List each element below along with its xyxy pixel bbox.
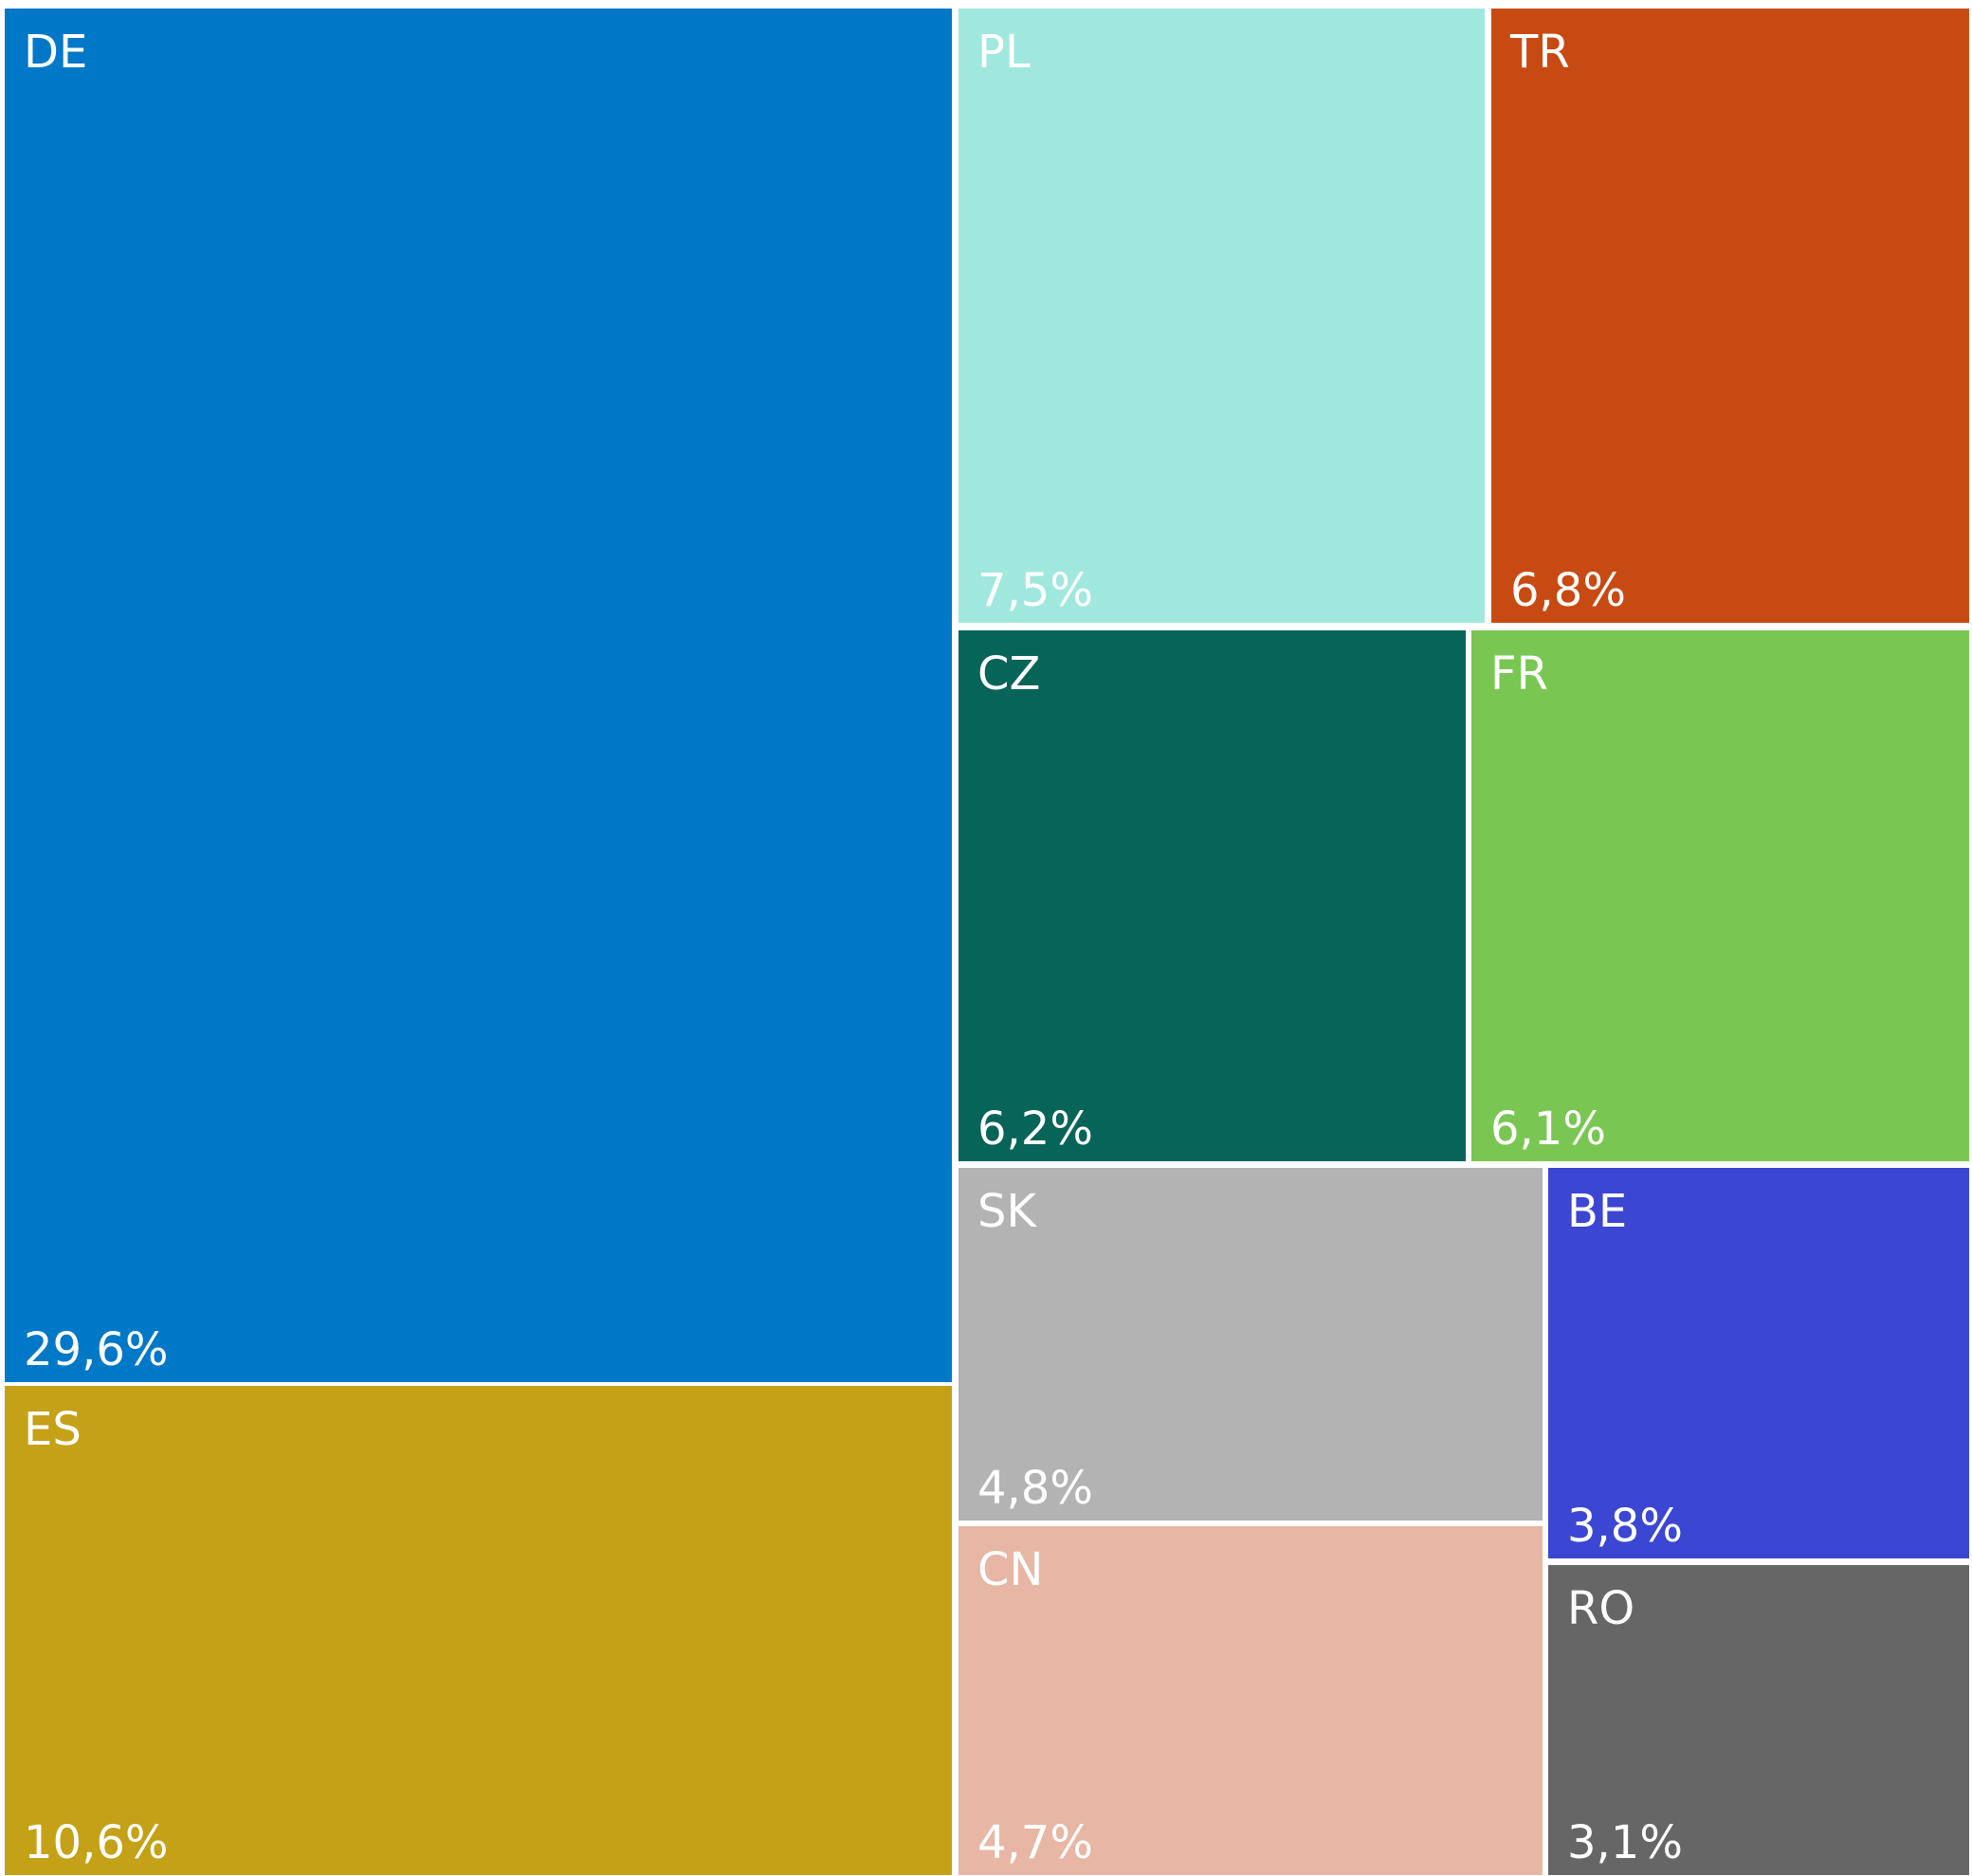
tile-label-de: DE <box>24 26 88 79</box>
tile-value-cn: 4,7% <box>977 1816 1093 1869</box>
treemap-tile-tr: TR 6,8% <box>1491 9 1969 623</box>
tile-label-ro: RO <box>1567 1582 1635 1635</box>
treemap-tile-be: BE 3,8% <box>1548 1168 1969 1558</box>
treemap-tile-fr: FR 6,1% <box>1471 630 1969 1161</box>
tile-value-cz: 6,2% <box>977 1102 1093 1156</box>
tile-value-de: 29,6% <box>24 1323 169 1376</box>
tile-value-pl: 7,5% <box>977 564 1093 617</box>
tile-label-cn: CN <box>977 1543 1044 1596</box>
tile-value-es: 10,6% <box>24 1816 169 1869</box>
treemap-tile-cn: CN 4,7% <box>959 1526 1543 1875</box>
treemap-tile-ro: RO 3,1% <box>1548 1565 1969 1875</box>
treemap-tile-sk: SK 4,8% <box>959 1168 1543 1521</box>
tile-label-be: BE <box>1567 1185 1628 1238</box>
tile-label-es: ES <box>24 1403 82 1456</box>
tile-value-tr: 6,8% <box>1510 564 1626 617</box>
treemap-tile-pl: PL 7,5% <box>959 9 1485 623</box>
tile-label-tr: TR <box>1510 26 1570 79</box>
tile-value-sk: 4,8% <box>977 1462 1093 1515</box>
treemap-tile-cz: CZ 6,2% <box>959 630 1466 1161</box>
tile-value-ro: 3,1% <box>1567 1816 1683 1869</box>
tile-label-pl: PL <box>977 26 1031 79</box>
tile-value-be: 3,8% <box>1567 1500 1683 1553</box>
tile-label-fr: FR <box>1490 647 1548 701</box>
treemap-tile-es: ES 10,6% <box>5 1386 952 1875</box>
treemap-tile-de: DE 29,6% <box>5 9 952 1382</box>
tile-label-cz: CZ <box>977 647 1041 701</box>
tile-label-sk: SK <box>977 1185 1036 1238</box>
tile-value-fr: 6,1% <box>1490 1102 1606 1156</box>
